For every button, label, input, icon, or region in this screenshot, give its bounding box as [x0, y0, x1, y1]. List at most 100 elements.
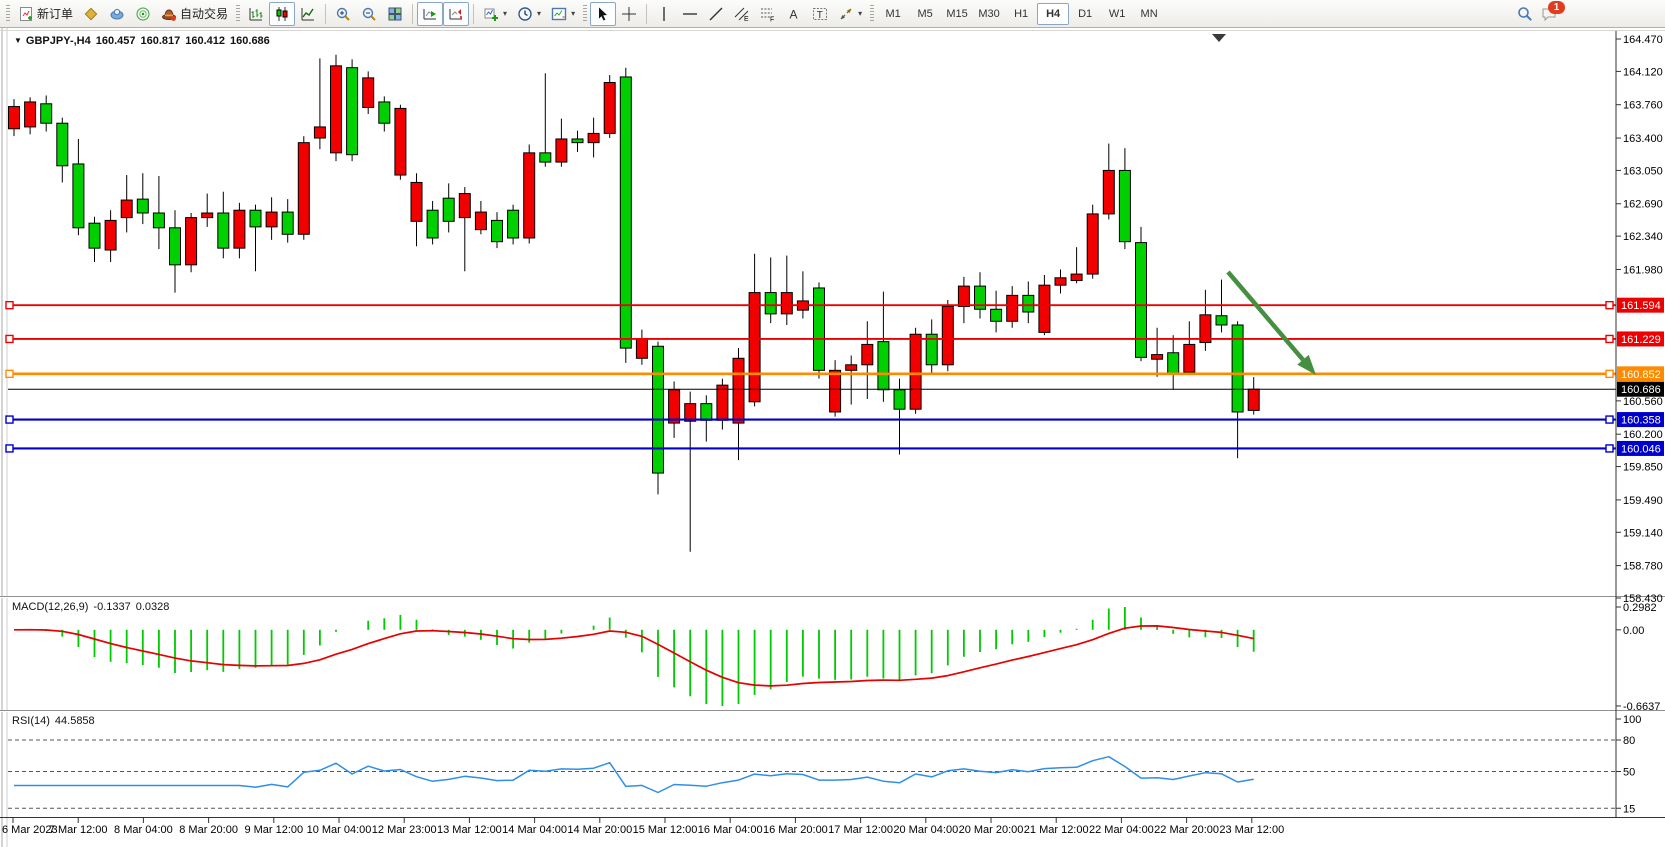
toolbar-grip[interactable] [6, 4, 10, 23]
timeframe-MN[interactable]: MN [1140, 7, 1158, 20]
dropdown-caret[interactable]: ▾ [537, 9, 542, 18]
arrow-objects-button[interactable]: ▾ [833, 2, 867, 26]
timeframe-D1[interactable]: D1 [1078, 7, 1093, 20]
ohlc-high: 160.817 [140, 35, 181, 47]
cursor-button[interactable] [590, 1, 617, 26]
timeframe-M15[interactable]: M15 [946, 7, 968, 20]
toolbar-right: 1 [1517, 0, 1565, 22]
dropdown-caret[interactable]: ▾ [571, 9, 576, 18]
tile-windows-button[interactable] [382, 2, 408, 26]
svg-text:F: F [770, 16, 774, 22]
rsi-axis-label: 50 [1623, 767, 1635, 779]
equidistant-channel-button[interactable]: E [729, 2, 755, 26]
chart-shift-marker[interactable] [1212, 34, 1226, 42]
text-label-button[interactable]: T [807, 2, 833, 26]
bar-chart-button[interactable] [243, 2, 269, 26]
svg-text:T: T [817, 10, 823, 21]
line-handle [5, 334, 14, 344]
line-chart-button[interactable] [295, 2, 321, 26]
dropdown-caret[interactable]: ▾ [503, 9, 508, 18]
ohlc-low: 160.412 [185, 35, 226, 47]
macd-pane[interactable] [13, 607, 1255, 706]
history-button[interactable] [78, 2, 104, 26]
toolbar-separator [412, 3, 414, 24]
price-tick-label: 159.850 [1623, 462, 1663, 474]
timeframe-M5[interactable]: M5 [917, 7, 933, 20]
auto-scroll-button[interactable] [417, 1, 444, 26]
toolbar-grip[interactable] [236, 4, 241, 23]
time-tick-label: 10 Mar 04:00 [307, 824, 372, 836]
auto-trading-label: 自动交易 [180, 7, 229, 21]
crosshair-button[interactable] [616, 2, 642, 26]
auto-trading-button[interactable]: 自动交易 [156, 2, 233, 26]
svg-text:A: A [790, 7, 798, 21]
timeframe-H4[interactable]: H4 [1037, 2, 1070, 25]
zoom-in-button[interactable] [330, 2, 356, 26]
trendline-button[interactable] [703, 2, 729, 26]
trendline-icon [709, 7, 723, 20]
level-lines[interactable] [5, 300, 1616, 453]
macd-signal-value: 0.0328 [135, 601, 170, 613]
price-badge: 160.358 [1621, 415, 1661, 427]
vertical-line-button[interactable] [651, 2, 677, 26]
timeframe-H1[interactable]: H1 [1014, 7, 1029, 20]
tile-windows-icon [388, 7, 402, 20]
price-tick-label: 163.050 [1623, 165, 1663, 177]
rsi-axis-label: 15 [1623, 803, 1635, 815]
time-tick-label: 12 Mar 23:00 [372, 824, 437, 836]
rsi-axis-label: 100 [1623, 714, 1641, 726]
macd-axis-label: 0.00 [1623, 625, 1644, 637]
toolbar-separator [325, 3, 327, 24]
rsi-pane[interactable] [8, 739, 1616, 809]
time-tick-label: 15 Mar 12:00 [633, 824, 698, 836]
time-tick-label: 14 Mar 20:00 [567, 824, 632, 836]
signal-button[interactable] [130, 2, 156, 26]
new-order-button[interactable]: 新订单 [13, 2, 78, 26]
text-button[interactable]: A [781, 2, 807, 26]
price-tick-label: 158.780 [1623, 561, 1663, 573]
time-tick-label: 16 Mar 04:00 [698, 824, 763, 836]
time-tick-label: 13 Mar 12:00 [437, 824, 502, 836]
price-badge: 160.046 [1621, 443, 1661, 455]
line-handle [5, 300, 14, 310]
chart-shift-button[interactable] [443, 1, 470, 26]
macd-axis-label: 0.2982 [1623, 602, 1657, 614]
price-badge: 161.594 [1621, 300, 1661, 312]
price-tick-label: 164.470 [1623, 34, 1663, 46]
cloud-user-icon [110, 8, 124, 19]
line-handle [1605, 334, 1614, 344]
timeframe-M1[interactable]: M1 [885, 7, 901, 20]
toolbar-separator [646, 3, 648, 24]
dropdown-caret[interactable]: ▾ [858, 9, 863, 18]
chart-dropdown-icon[interactable]: ▼ [14, 36, 22, 45]
down-arrow-annotation[interactable] [1226, 270, 1316, 375]
search-icon[interactable] [1517, 6, 1533, 22]
timeframe-W1[interactable]: W1 [1108, 7, 1126, 20]
price-tick-label: 159.490 [1623, 495, 1663, 507]
toolbar-grip[interactable] [583, 4, 588, 23]
price-axis[interactable]: 164.470 164.120 163.760 163.400 163.050 162.6… [1616, 34, 1663, 605]
time-tick-label: 6 Mar 2023 [2, 824, 58, 836]
cloud-button[interactable] [104, 2, 130, 26]
gold-badge-icon [84, 7, 98, 20]
add-indicator-button[interactable]: ▾ [478, 2, 512, 26]
price-badge: 161.229 [1621, 334, 1661, 346]
horizontal-line-button[interactable] [677, 2, 703, 26]
template-button[interactable]: ▾ [546, 2, 580, 26]
period-button[interactable]: ▾ [512, 2, 546, 26]
candlestick-chart-button[interactable] [269, 1, 296, 26]
price-tick-label: 164.120 [1623, 66, 1663, 78]
toolbar: 新订单 自动交易 [0, 0, 1665, 28]
price-tick-label: 159.140 [1623, 527, 1663, 539]
chat-button[interactable]: 1 [1541, 0, 1565, 22]
chart-title: ▼ GBPJPY-,H4 160.457 160.817 160.412 160.686 [14, 35, 270, 47]
price-badges: 161.594 161.229 160.852 160.358 160.046 160.6… [1617, 297, 1664, 456]
fibonacci-button[interactable]: F [755, 2, 781, 26]
timeframe-M30[interactable]: M30 [978, 7, 1000, 20]
zoom-out-button[interactable] [356, 2, 382, 26]
toolbar-grip[interactable] [870, 4, 875, 23]
